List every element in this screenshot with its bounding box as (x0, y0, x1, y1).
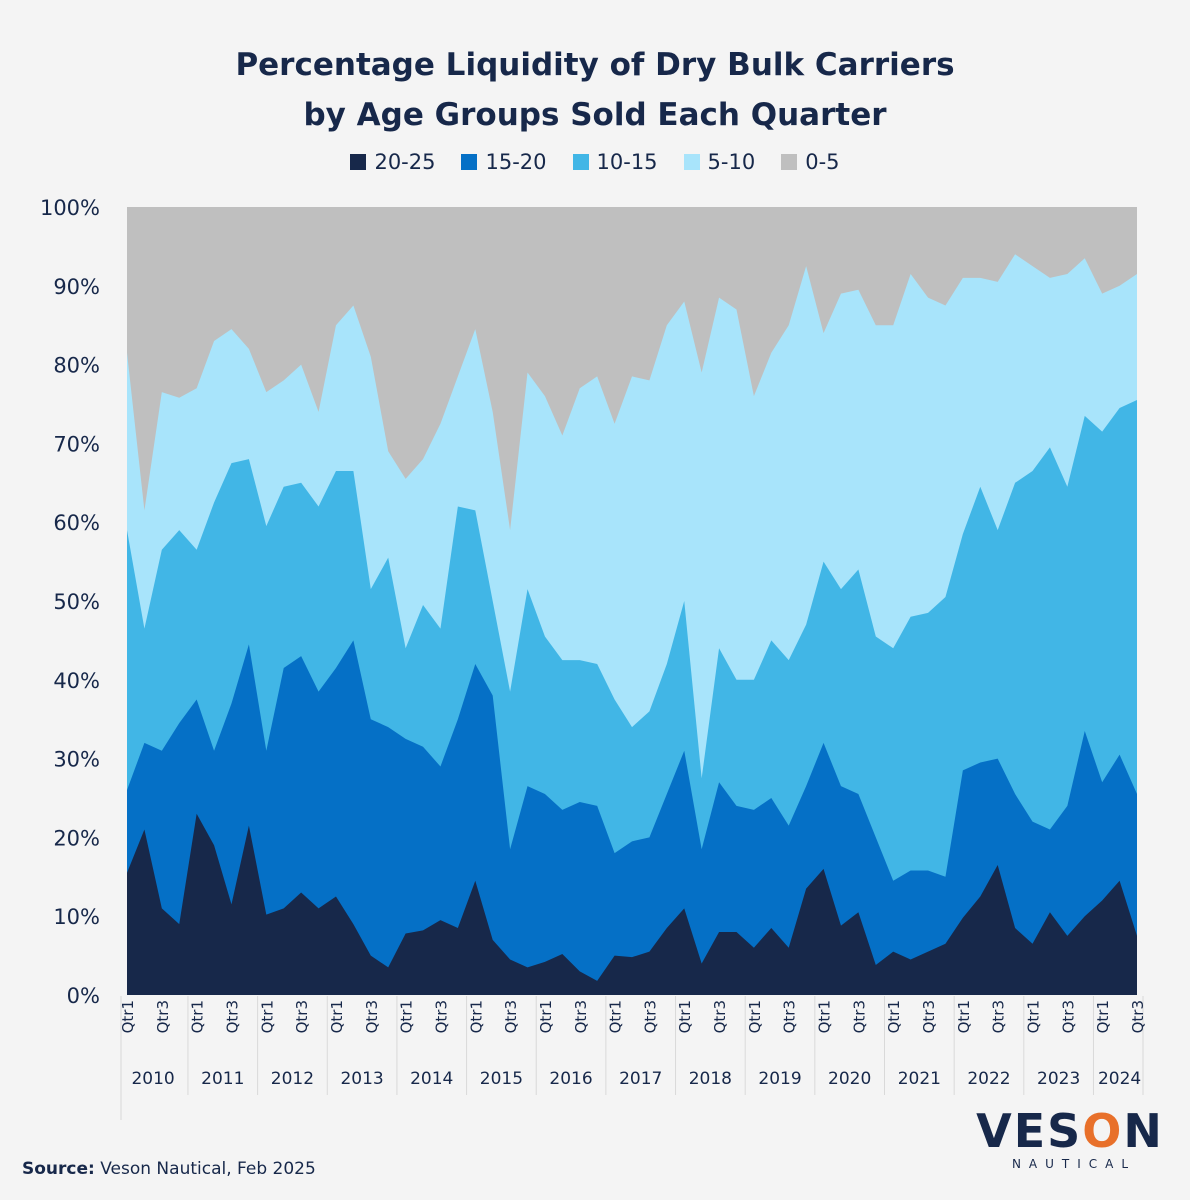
x-year-label: 2014 (410, 1069, 453, 1089)
x-tick-label: Qtr1 (258, 1000, 276, 1033)
x-year-label: 2016 (549, 1069, 592, 1089)
y-tick-label: 0% (67, 984, 100, 1008)
x-tick-label: Qtr1 (676, 1000, 694, 1033)
x-tick-label: Qtr3 (1059, 1000, 1077, 1033)
logo-word-start: VES (976, 1104, 1083, 1158)
legend-swatch (683, 154, 700, 170)
legend-item-15-20: 15-20 (461, 150, 547, 174)
x-year-label: 2015 (480, 1069, 523, 1089)
x-tick-label: Qtr3 (154, 1000, 172, 1033)
legend-swatch (350, 154, 367, 170)
x-tick-label: Qtr1 (398, 1000, 416, 1033)
x-year-label: 2021 (898, 1069, 941, 1089)
legend-swatch (461, 154, 478, 170)
x-year-label: 2022 (967, 1069, 1010, 1089)
legend-item-5-10: 5-10 (683, 150, 756, 174)
x-year-label: 2011 (201, 1069, 244, 1089)
area-series-15-20 (127, 640, 1137, 995)
y-tick-label: 90% (53, 275, 100, 299)
legend-swatch (781, 154, 798, 170)
legend-swatch (572, 154, 589, 170)
logo-subtitle: NAUTICAL (1011, 1157, 1137, 1171)
x-tick-label: Qtr1 (328, 1000, 346, 1033)
x-tick-label: Qtr3 (850, 1000, 868, 1033)
x-tick-label: Qtr3 (363, 1000, 381, 1033)
chart-title-line-1: Percentage Liquidity of Dry Bulk Carrier… (235, 47, 955, 83)
x-tick-label: Qtr3 (781, 1000, 799, 1033)
x-tick-label: Qtr1 (537, 1000, 555, 1033)
y-tick-label: 30% (53, 748, 100, 772)
legend-label: 15-20 (485, 150, 547, 174)
x-tick-label: Qtr1 (119, 1000, 137, 1033)
legend-label: 5-10 (707, 150, 756, 174)
x-tick-label: Qtr1 (746, 1000, 764, 1033)
logo-word-o: O (1082, 1104, 1124, 1158)
y-tick-label: 80% (53, 354, 100, 378)
x-year-label: 2017 (619, 1069, 662, 1089)
veson-logo: VESON NAUTICAL (975, 1105, 1165, 1171)
x-tick-label: Qtr1 (189, 1000, 207, 1033)
legend-label: 20-25 (374, 150, 436, 174)
x-year-label: 2019 (758, 1069, 801, 1089)
x-tick-label: Qtr1 (1025, 1000, 1043, 1033)
x-tick-label: Qtr3 (711, 1000, 729, 1033)
y-tick-label: 60% (53, 511, 100, 535)
source-label: Source: (22, 1159, 95, 1179)
y-tick-label: 20% (53, 826, 100, 850)
x-year-label: 2020 (828, 1069, 871, 1089)
legend-label: 0-5 (805, 150, 840, 174)
y-tick-label: 40% (53, 669, 100, 693)
y-tick-label: 70% (53, 432, 100, 456)
logo-wordmark: VESON (975, 1105, 1165, 1157)
y-tick-label: 10% (53, 905, 100, 929)
x-year-label: 2010 (131, 1069, 174, 1089)
source-text: Veson Nautical, Feb 2025 (94, 1159, 316, 1179)
x-tick-label: Qtr3 (1129, 1000, 1147, 1033)
x-tick-label: Qtr3 (990, 1000, 1008, 1033)
x-tick-label: Qtr3 (920, 1000, 938, 1033)
x-tick-label: Qtr3 (293, 1000, 311, 1033)
x-year-label: 2023 (1037, 1069, 1080, 1089)
x-year-label: 2013 (340, 1069, 383, 1089)
area-series-20-25 (127, 813, 1137, 995)
x-tick-label: Qtr1 (607, 1000, 625, 1033)
legend-item-10-15: 10-15 (572, 150, 658, 174)
x-year-label: 2018 (689, 1069, 732, 1089)
y-tick-label: 100% (40, 196, 100, 220)
x-tick-label: Qtr1 (467, 1000, 485, 1033)
x-tick-label: Qtr1 (955, 1000, 973, 1033)
x-tick-label: Qtr1 (816, 1000, 834, 1033)
legend-label: 10-15 (596, 150, 658, 174)
x-tick-label: Qtr3 (641, 1000, 659, 1033)
logo-word-end: N (1123, 1104, 1164, 1158)
legend-item-0-5: 0-5 (781, 150, 840, 174)
x-tick-label: Qtr1 (885, 1000, 903, 1033)
chart-title: Percentage Liquidity of Dry Bulk Carrier… (0, 40, 1190, 140)
x-tick-label: Qtr3 (432, 1000, 450, 1033)
x-tick-label: Qtr3 (572, 1000, 590, 1033)
source-note: Source: Veson Nautical, Feb 2025 (22, 1159, 316, 1179)
chart-title-line-2: by Age Groups Sold Each Quarter (303, 97, 887, 133)
chart-legend: 20-25 15-20 10-15 5-10 0-5 (0, 150, 1190, 174)
x-tick-label: Qtr3 (502, 1000, 520, 1033)
x-year-label: 2024 (1098, 1069, 1141, 1089)
legend-item-20-25: 20-25 (350, 150, 435, 174)
x-tick-label: Qtr3 (223, 1000, 241, 1033)
x-tick-label: Qtr1 (1094, 1000, 1112, 1033)
y-tick-label: 50% (53, 590, 100, 614)
x-year-label: 2012 (271, 1069, 314, 1089)
